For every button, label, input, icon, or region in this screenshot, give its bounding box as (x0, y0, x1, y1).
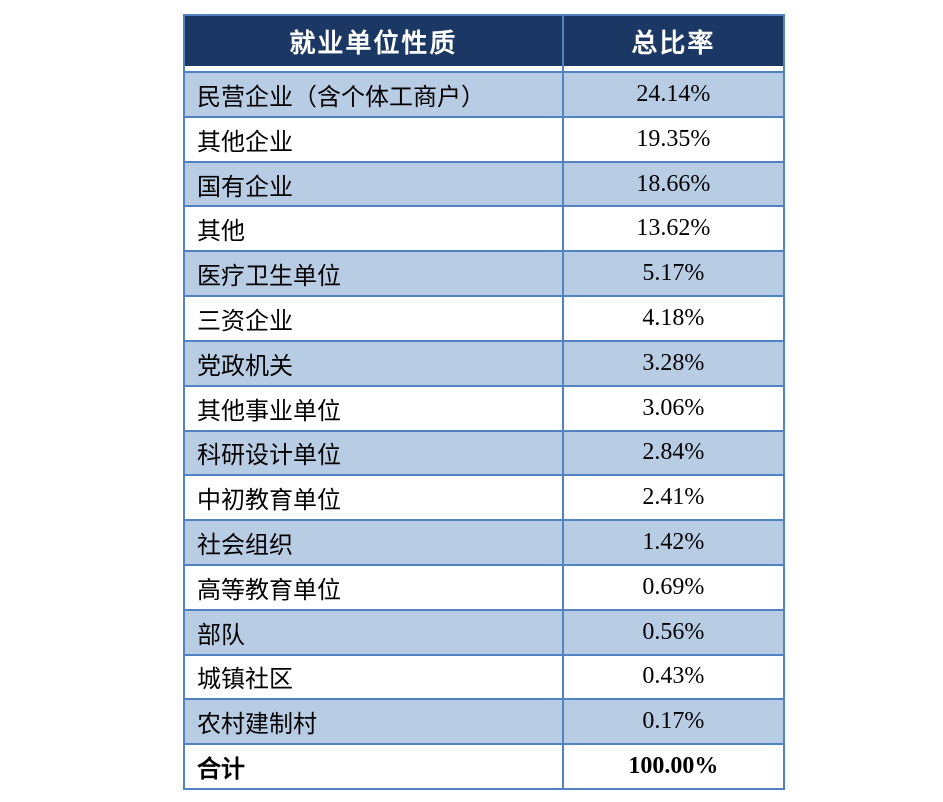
unit-type-cell: 三资企业 (197, 307, 293, 335)
ratio-cell: 0.56% (561, 610, 783, 654)
table-body: 民营企业（含个体工商户） 24.14% 其他企业 19.35% 国有企业 18.… (185, 71, 783, 788)
table-row: 三资企业 4.18% (185, 295, 783, 340)
table-header-row: 就业单位性质 总比率 (185, 16, 783, 66)
unit-type-cell: 党政机关 (197, 352, 293, 380)
ratio-cell: 0.69% (561, 565, 783, 609)
ratio-cell: 13.62% (561, 207, 783, 251)
table-row: 中初教育单位 2.41% (185, 474, 783, 520)
ratio-cell: 0.17% (561, 700, 783, 744)
ratio-cell: 24.14% (561, 73, 783, 116)
table-row: 农村建制村 0.17% (185, 698, 783, 744)
ratio-cell: 3.06% (561, 386, 783, 430)
unit-type-cell: 民营企业（含个体工商户） (197, 83, 485, 111)
table-row: 城镇社区 0.43% (185, 653, 783, 699)
unit-type-cell: 其他 (197, 218, 245, 246)
header-unit-type: 就业单位性质 (289, 27, 458, 58)
header-ratio: 总比率 (561, 16, 783, 66)
unit-type-cell: 其他企业 (197, 128, 293, 156)
ratio-cell: 100.00% (561, 745, 783, 788)
ratio-cell: 5.17% (561, 252, 783, 296)
unit-type-cell: 中初教育单位 (197, 487, 341, 515)
table-row: 高等教育单位 0.69% (185, 563, 783, 609)
employment-unit-table: 就业单位性质 总比率 民营企业（含个体工商户） 24.14% 其他企业 19.3… (183, 14, 785, 790)
table-row: 医疗卫生单位 5.17% (185, 250, 783, 296)
table-row: 党政机关 3.28% (185, 339, 783, 385)
table-row: 其他 13.62% (185, 205, 783, 251)
table-row: 其他事业单位 3.06% (185, 384, 783, 430)
table-row: 部队 0.56% (185, 608, 783, 654)
ratio-cell: 19.35% (561, 117, 783, 161)
ratio-cell: 3.28% (561, 341, 783, 385)
table-row: 合计 100.00% (185, 743, 783, 788)
unit-type-cell: 国有企业 (197, 173, 293, 201)
unit-type-cell: 医疗卫生单位 (197, 263, 341, 291)
ratio-cell: 18.66% (561, 162, 783, 206)
ratio-cell: 2.41% (561, 476, 783, 520)
unit-type-cell: 城镇社区 (197, 666, 293, 694)
ratio-cell: 2.84% (561, 431, 783, 475)
table-row: 国有企业 18.66% (185, 160, 783, 206)
unit-type-cell: 合计 (197, 756, 245, 784)
header-body-gap (185, 66, 783, 71)
unit-type-cell: 社会组织 (197, 532, 293, 560)
table-row: 其他企业 19.35% (185, 115, 783, 161)
unit-type-cell: 其他事业单位 (197, 397, 341, 425)
ratio-cell: 4.18% (561, 297, 783, 340)
ratio-cell: 1.42% (561, 521, 783, 564)
ratio-cell: 0.43% (561, 655, 783, 699)
table-row: 社会组织 1.42% (185, 519, 783, 564)
table-row: 科研设计单位 2.84% (185, 429, 783, 475)
unit-type-cell: 高等教育单位 (197, 576, 341, 604)
unit-type-cell: 部队 (197, 621, 245, 649)
table-row: 民营企业（含个体工商户） 24.14% (185, 71, 783, 116)
unit-type-cell: 农村建制村 (197, 711, 317, 739)
unit-type-cell: 科研设计单位 (197, 442, 341, 470)
